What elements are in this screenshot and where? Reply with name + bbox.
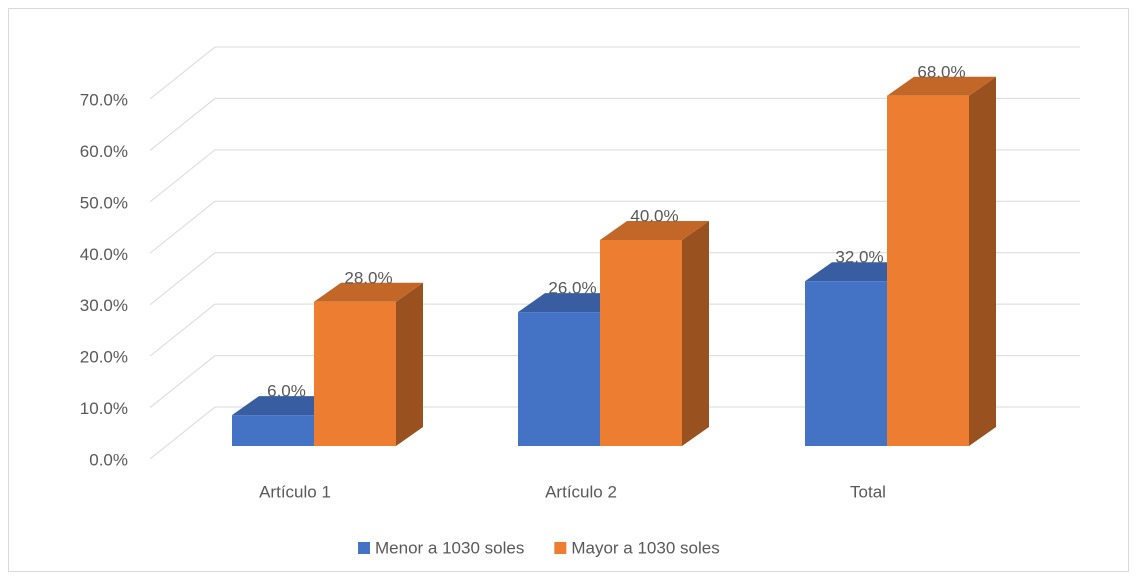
y-tick-label: 70.0% (80, 90, 128, 109)
y-tick-label: 40.0% (80, 245, 128, 264)
data-label: 28.0% (344, 268, 392, 287)
bar (887, 76, 996, 447)
bar-top (518, 293, 627, 313)
bar-front (600, 240, 682, 446)
bar (600, 221, 709, 446)
y-tick-label: 20.0% (80, 348, 128, 367)
bar-side (969, 76, 996, 447)
y-tick-label: 60.0% (80, 142, 128, 161)
bar (314, 282, 423, 446)
grid-line (149, 200, 1080, 254)
bar-side (682, 221, 709, 446)
y-tick-label: 0.0% (89, 450, 128, 469)
bar-front (805, 281, 887, 446)
bar-front (314, 301, 396, 446)
bar-top (232, 396, 341, 416)
x-tick-label: Total (850, 482, 886, 501)
grid-line (149, 303, 1080, 357)
data-label: 68.0% (917, 62, 965, 81)
bar-front (232, 415, 314, 446)
grid-line (149, 46, 1080, 100)
y-tick-label: 30.0% (80, 296, 128, 315)
bar-top (805, 262, 914, 282)
data-label: 32.0% (835, 248, 883, 267)
data-label: 26.0% (548, 279, 596, 298)
bar-top (887, 76, 996, 96)
legend-label: Menor a 1030 soles (375, 538, 524, 557)
data-label: 6.0% (267, 382, 306, 401)
y-tick-label: 10.0% (80, 399, 128, 418)
bar-side (396, 282, 423, 446)
bar-top (600, 221, 709, 240)
bar-top (314, 282, 423, 302)
y-tick-label: 50.0% (80, 193, 128, 212)
legend-swatch (358, 542, 370, 554)
bar-front (887, 95, 969, 447)
legend-swatch (554, 542, 567, 554)
legend-label: Mayor a 1030 soles (571, 538, 719, 557)
data-label: 40.0% (630, 206, 678, 225)
grid-line (149, 149, 1080, 203)
grid-line (149, 406, 1080, 460)
x-tick-label: Artículo 2 (545, 482, 617, 501)
grid-line (149, 97, 1080, 151)
grid-line (149, 355, 1080, 408)
grid-line (149, 252, 1080, 306)
bar-front (518, 312, 600, 446)
x-tick-label: Artículo 1 (259, 482, 331, 501)
